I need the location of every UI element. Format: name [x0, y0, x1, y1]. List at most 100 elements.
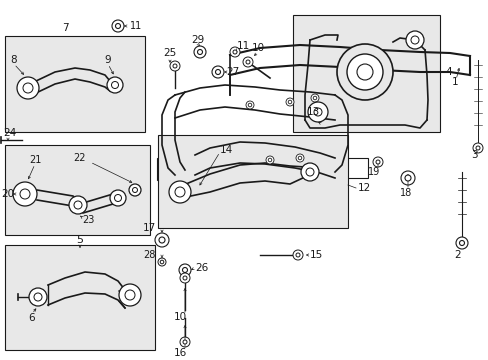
Circle shape: [169, 181, 191, 203]
Circle shape: [29, 288, 47, 306]
Text: 1: 1: [451, 77, 458, 87]
Circle shape: [248, 103, 251, 107]
Bar: [5, 36, 145, 132]
Text: 18: 18: [399, 188, 411, 198]
Text: 25: 25: [163, 48, 176, 58]
Circle shape: [114, 194, 121, 202]
Bar: [292, 15, 439, 132]
Text: 16: 16: [173, 348, 186, 358]
Circle shape: [119, 284, 141, 306]
Circle shape: [265, 156, 273, 164]
Circle shape: [375, 160, 379, 164]
Text: 19: 19: [367, 167, 379, 177]
Text: 28: 28: [143, 250, 156, 260]
Circle shape: [298, 156, 301, 160]
Circle shape: [292, 250, 303, 260]
Circle shape: [155, 233, 169, 247]
Circle shape: [404, 175, 410, 181]
Circle shape: [110, 190, 126, 206]
Text: 9: 9: [104, 55, 111, 65]
Text: 23: 23: [81, 215, 94, 225]
Text: 11: 11: [237, 41, 250, 51]
Circle shape: [243, 57, 252, 67]
Circle shape: [115, 23, 120, 28]
Circle shape: [129, 184, 141, 196]
Circle shape: [346, 54, 382, 90]
Circle shape: [182, 267, 187, 273]
Text: 11: 11: [130, 21, 142, 31]
Text: 26: 26: [195, 263, 208, 273]
Text: 21: 21: [29, 155, 41, 165]
Text: 22: 22: [74, 153, 86, 163]
Circle shape: [312, 96, 316, 100]
Text: 13: 13: [306, 107, 319, 117]
Circle shape: [455, 237, 467, 249]
Text: 4: 4: [444, 67, 451, 77]
Text: 10: 10: [173, 312, 186, 322]
Circle shape: [132, 188, 137, 193]
Circle shape: [285, 98, 293, 106]
Bar: [329, 158, 367, 178]
Text: 6: 6: [29, 313, 35, 323]
Circle shape: [158, 258, 165, 266]
Text: 20: 20: [1, 189, 14, 199]
Circle shape: [17, 77, 39, 99]
Circle shape: [180, 273, 190, 283]
Circle shape: [295, 253, 299, 257]
Circle shape: [307, 102, 327, 122]
Circle shape: [170, 61, 180, 71]
Circle shape: [175, 187, 184, 197]
Text: 17: 17: [142, 223, 156, 233]
Circle shape: [125, 290, 135, 300]
Circle shape: [179, 264, 191, 276]
Bar: [158, 135, 347, 228]
Circle shape: [34, 293, 42, 301]
Circle shape: [197, 49, 202, 54]
Circle shape: [13, 182, 37, 206]
Text: 12: 12: [357, 183, 370, 193]
Circle shape: [267, 158, 271, 162]
Circle shape: [405, 31, 423, 49]
Bar: [157, 158, 195, 180]
Circle shape: [229, 47, 240, 57]
Circle shape: [287, 100, 291, 104]
Circle shape: [295, 154, 304, 162]
Text: 29: 29: [191, 35, 204, 45]
Circle shape: [372, 157, 382, 167]
Circle shape: [23, 83, 33, 93]
Circle shape: [212, 66, 224, 78]
Circle shape: [305, 168, 313, 176]
Circle shape: [183, 276, 186, 280]
Circle shape: [400, 171, 414, 185]
Circle shape: [111, 81, 118, 89]
Circle shape: [301, 163, 318, 181]
Circle shape: [74, 201, 82, 209]
Text: 27: 27: [225, 67, 239, 77]
Circle shape: [173, 64, 177, 68]
Text: 24: 24: [3, 128, 16, 138]
Bar: [5, 245, 155, 350]
Circle shape: [112, 20, 124, 32]
Circle shape: [232, 50, 237, 54]
Text: 10: 10: [251, 43, 264, 53]
Text: 3: 3: [470, 150, 476, 160]
Circle shape: [245, 101, 253, 109]
Circle shape: [245, 60, 249, 64]
Circle shape: [459, 240, 464, 246]
Bar: [5, 145, 150, 235]
Text: 7: 7: [61, 23, 68, 33]
Circle shape: [107, 77, 123, 93]
Text: 14: 14: [220, 145, 233, 155]
Circle shape: [475, 146, 479, 150]
Circle shape: [20, 189, 30, 199]
Text: 15: 15: [309, 250, 323, 260]
Circle shape: [336, 44, 392, 100]
Circle shape: [160, 260, 163, 264]
Circle shape: [313, 108, 321, 116]
Circle shape: [180, 337, 190, 347]
Circle shape: [194, 46, 205, 58]
Text: 2: 2: [454, 250, 460, 260]
Circle shape: [215, 69, 220, 75]
Circle shape: [310, 94, 318, 102]
Circle shape: [159, 237, 164, 243]
